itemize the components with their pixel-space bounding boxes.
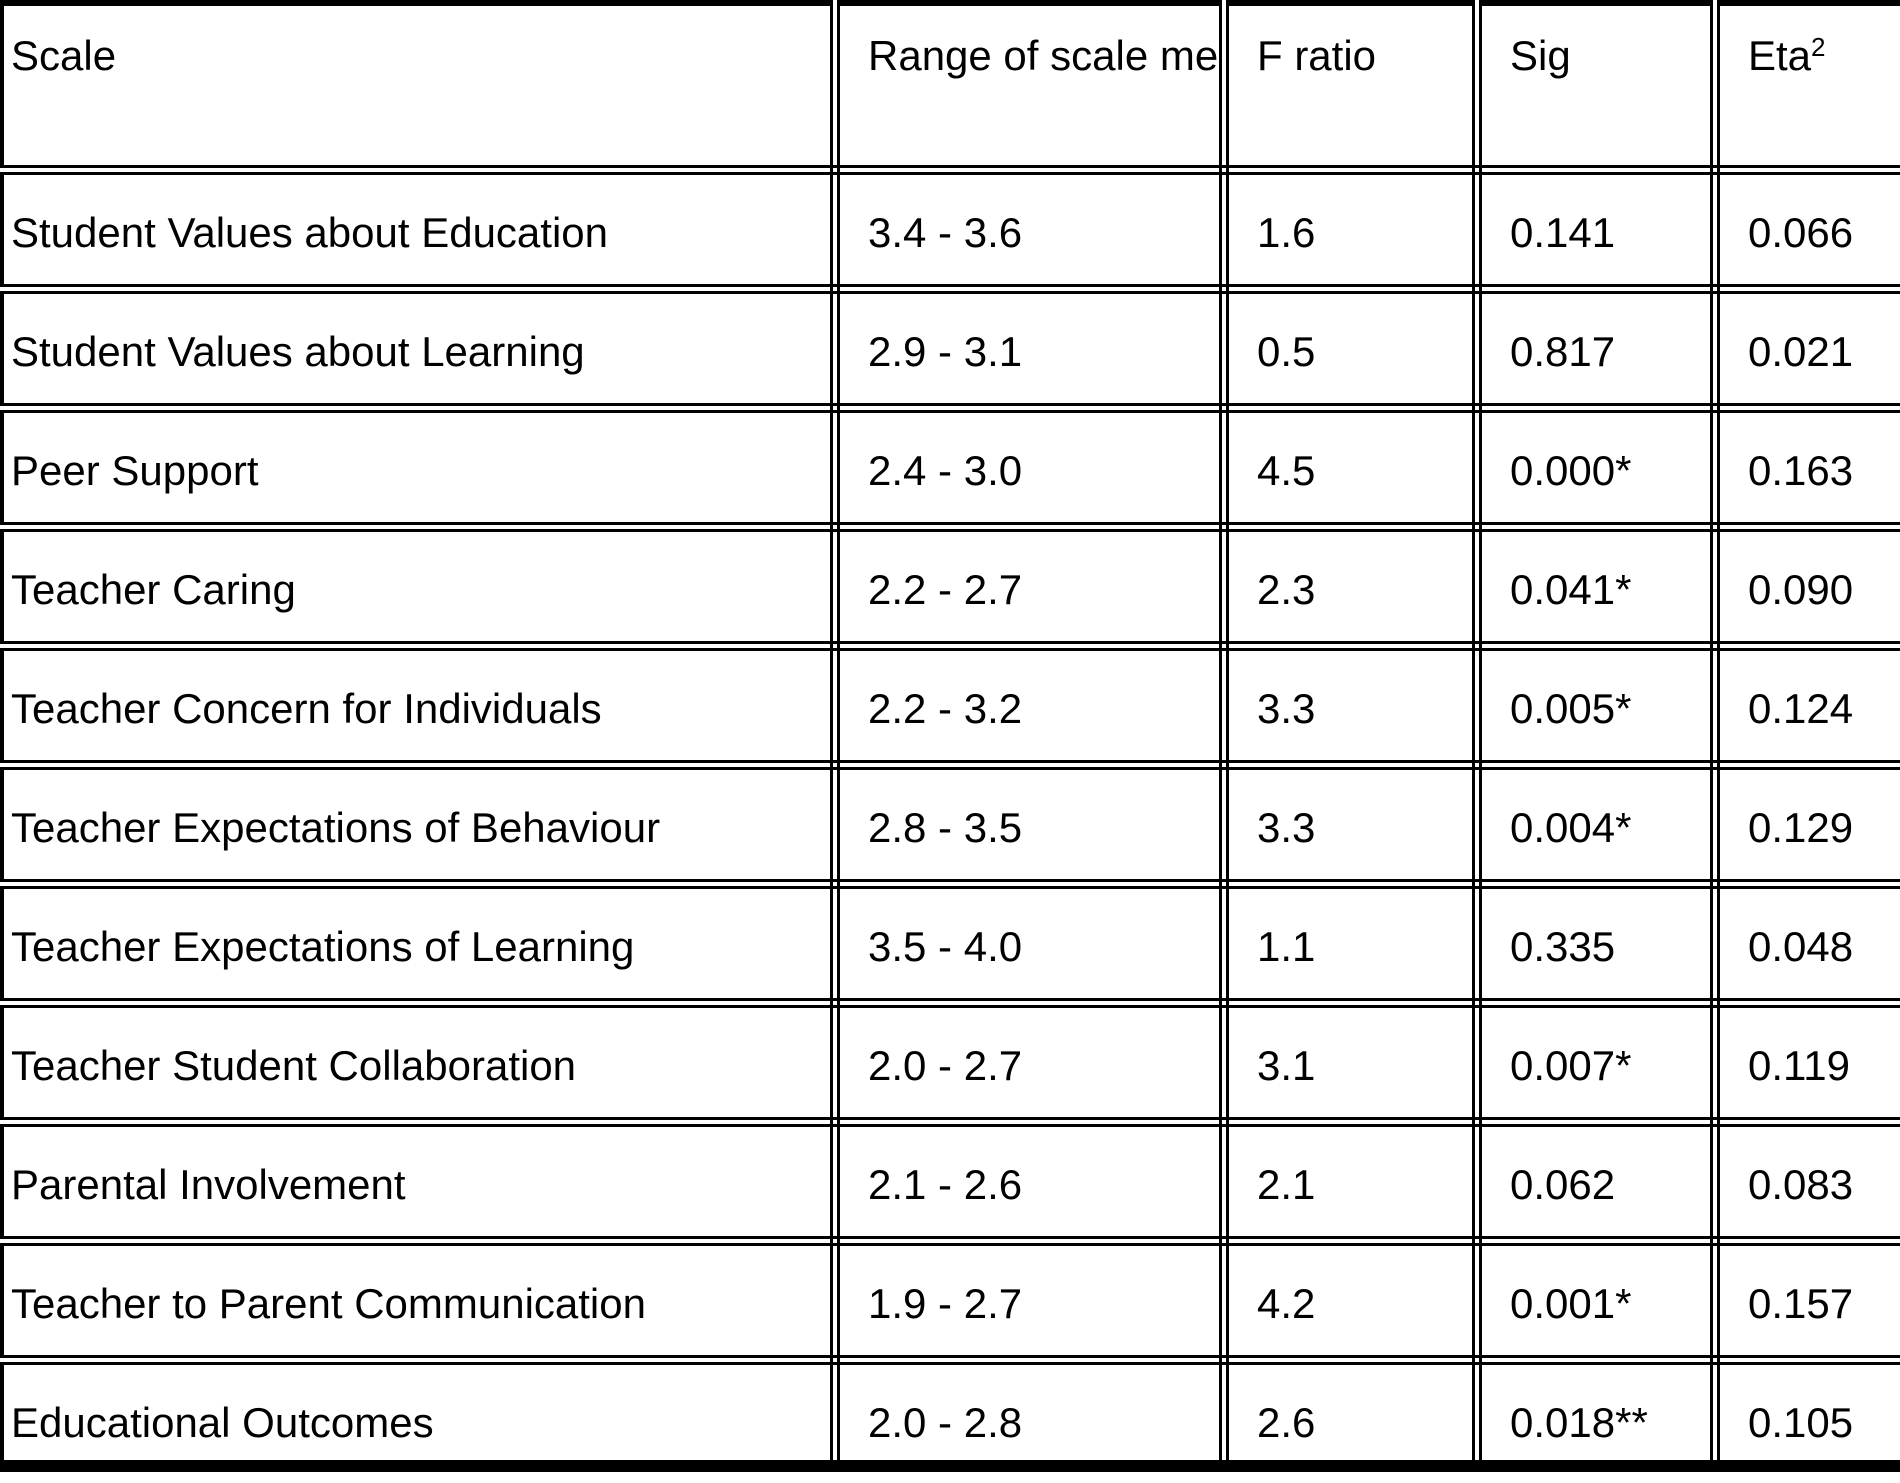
cell-eta-squared: 0.066	[1710, 165, 1900, 294]
cell-f-ratio: 3.1	[1219, 998, 1482, 1127]
cell-sig: 0.062	[1472, 1117, 1720, 1246]
cell-f-ratio: 2.1	[1219, 1117, 1482, 1246]
cell-scale: Student Values about Education	[0, 165, 840, 294]
column-header-scale: Scale	[0, 0, 840, 175]
column-header-eta-squared: Eta2	[1710, 0, 1900, 175]
cell-f-ratio: 1.1	[1219, 879, 1482, 1008]
cell-eta-squared: 0.129	[1710, 760, 1900, 889]
cell-range: 2.1 - 2.6	[830, 1117, 1229, 1246]
table-row: Teacher Concern for Individuals 2.2 - 3.2…	[0, 641, 1900, 770]
cell-scale: Teacher Caring	[0, 522, 840, 651]
table-body: Student Values about Education 3.4 - 3.6 1…	[0, 165, 1900, 1472]
table-row: Teacher Caring 2.2 - 2.7 2.3 0.041* 0.090	[0, 522, 1900, 651]
cell-scale: Parental Involvement	[0, 1117, 840, 1246]
cell-eta-squared: 0.083	[1710, 1117, 1900, 1246]
cell-eta-squared: 0.090	[1710, 522, 1900, 651]
header-row: Scale Range of scale mean scores F ratio…	[0, 0, 1900, 175]
column-header-f-ratio: F ratio	[1219, 0, 1482, 175]
column-header-range-of-scale-mean-scores: Range of scale mean scores	[830, 0, 1229, 175]
cell-f-ratio: 2.3	[1219, 522, 1482, 651]
cell-scale: Teacher Student Collaboration	[0, 998, 840, 1127]
cell-eta-squared: 0.119	[1710, 998, 1900, 1127]
cell-eta-squared: 0.124	[1710, 641, 1900, 770]
eta-superscript: 2	[1811, 31, 1826, 62]
cell-f-ratio: 1.6	[1219, 165, 1482, 294]
cell-f-ratio: 4.2	[1219, 1236, 1482, 1365]
table-row: Educational Outcomes 2.0 - 2.8 2.6 0.018** 0…	[0, 1355, 1900, 1472]
cell-f-ratio: 3.3	[1219, 760, 1482, 889]
cell-scale: Peer Support	[0, 403, 840, 532]
table-row: Teacher to Parent Communication 1.9 - 2.7…	[0, 1236, 1900, 1365]
cell-range: 1.9 - 2.7	[830, 1236, 1229, 1365]
cell-sig: 0.001*	[1472, 1236, 1720, 1365]
cell-range: 2.2 - 2.7	[830, 522, 1229, 651]
cell-scale: Teacher Expectations of Behaviour	[0, 760, 840, 889]
cell-sig: 0.141	[1472, 165, 1720, 294]
cell-f-ratio: 0.5	[1219, 284, 1482, 413]
cell-range: 3.4 - 3.6	[830, 165, 1229, 294]
cell-sig: 0.005*	[1472, 641, 1720, 770]
cell-sig: 0.335	[1472, 879, 1720, 1008]
cell-range: 2.0 - 2.7	[830, 998, 1229, 1127]
cell-scale: Teacher to Parent Communication	[0, 1236, 840, 1365]
cell-range: 2.0 - 2.8	[830, 1355, 1229, 1472]
column-header-sig: Sig	[1472, 0, 1720, 175]
cell-sig: 0.007*	[1472, 998, 1720, 1127]
cell-sig: 0.041*	[1472, 522, 1720, 651]
table-row: Teacher Expectations of Behaviour 2.8 - 3…	[0, 760, 1900, 889]
cell-eta-squared: 0.157	[1710, 1236, 1900, 1365]
eta-label: Eta	[1748, 32, 1812, 79]
table-header: Scale Range of scale mean scores F ratio…	[0, 0, 1900, 175]
cell-eta-squared: 0.163	[1710, 403, 1900, 532]
cell-scale: Educational Outcomes	[0, 1355, 840, 1472]
cell-eta-squared: 0.105	[1710, 1355, 1900, 1472]
cell-scale: Student Values about Learning	[0, 284, 840, 413]
cell-range: 2.9 - 3.1	[830, 284, 1229, 413]
cell-f-ratio: 3.3	[1219, 641, 1482, 770]
cell-f-ratio: 2.6	[1219, 1355, 1482, 1472]
cell-scale: Teacher Concern for Individuals	[0, 641, 840, 770]
cell-scale: Teacher Expectations of Learning	[0, 879, 840, 1008]
cell-range: 2.8 - 3.5	[830, 760, 1229, 889]
cell-sig: 0.018**	[1472, 1355, 1720, 1472]
table-row: Student Values about Education 3.4 - 3.6 1…	[0, 165, 1900, 294]
cell-sig: 0.004*	[1472, 760, 1720, 889]
cell-range: 2.2 - 3.2	[830, 641, 1229, 770]
table-row: Teacher Expectations of Learning 3.5 - 4.…	[0, 879, 1900, 1008]
cell-sig: 0.000*	[1472, 403, 1720, 532]
cell-eta-squared: 0.048	[1710, 879, 1900, 1008]
table-row: Teacher Student Collaboration 2.0 - 2.7 3.…	[0, 998, 1900, 1127]
table-row: Student Values about Learning 2.9 - 3.1 0.…	[0, 284, 1900, 413]
cell-f-ratio: 4.5	[1219, 403, 1482, 532]
cell-sig: 0.817	[1472, 284, 1720, 413]
cell-range: 2.4 - 3.0	[830, 403, 1229, 532]
table-row: Parental Involvement 2.1 - 2.6 2.1 0.062 0.0…	[0, 1117, 1900, 1246]
cell-range: 3.5 - 4.0	[830, 879, 1229, 1008]
table-row: Peer Support 2.4 - 3.0 4.5 0.000* 0.163	[0, 403, 1900, 532]
cell-eta-squared: 0.021	[1710, 284, 1900, 413]
